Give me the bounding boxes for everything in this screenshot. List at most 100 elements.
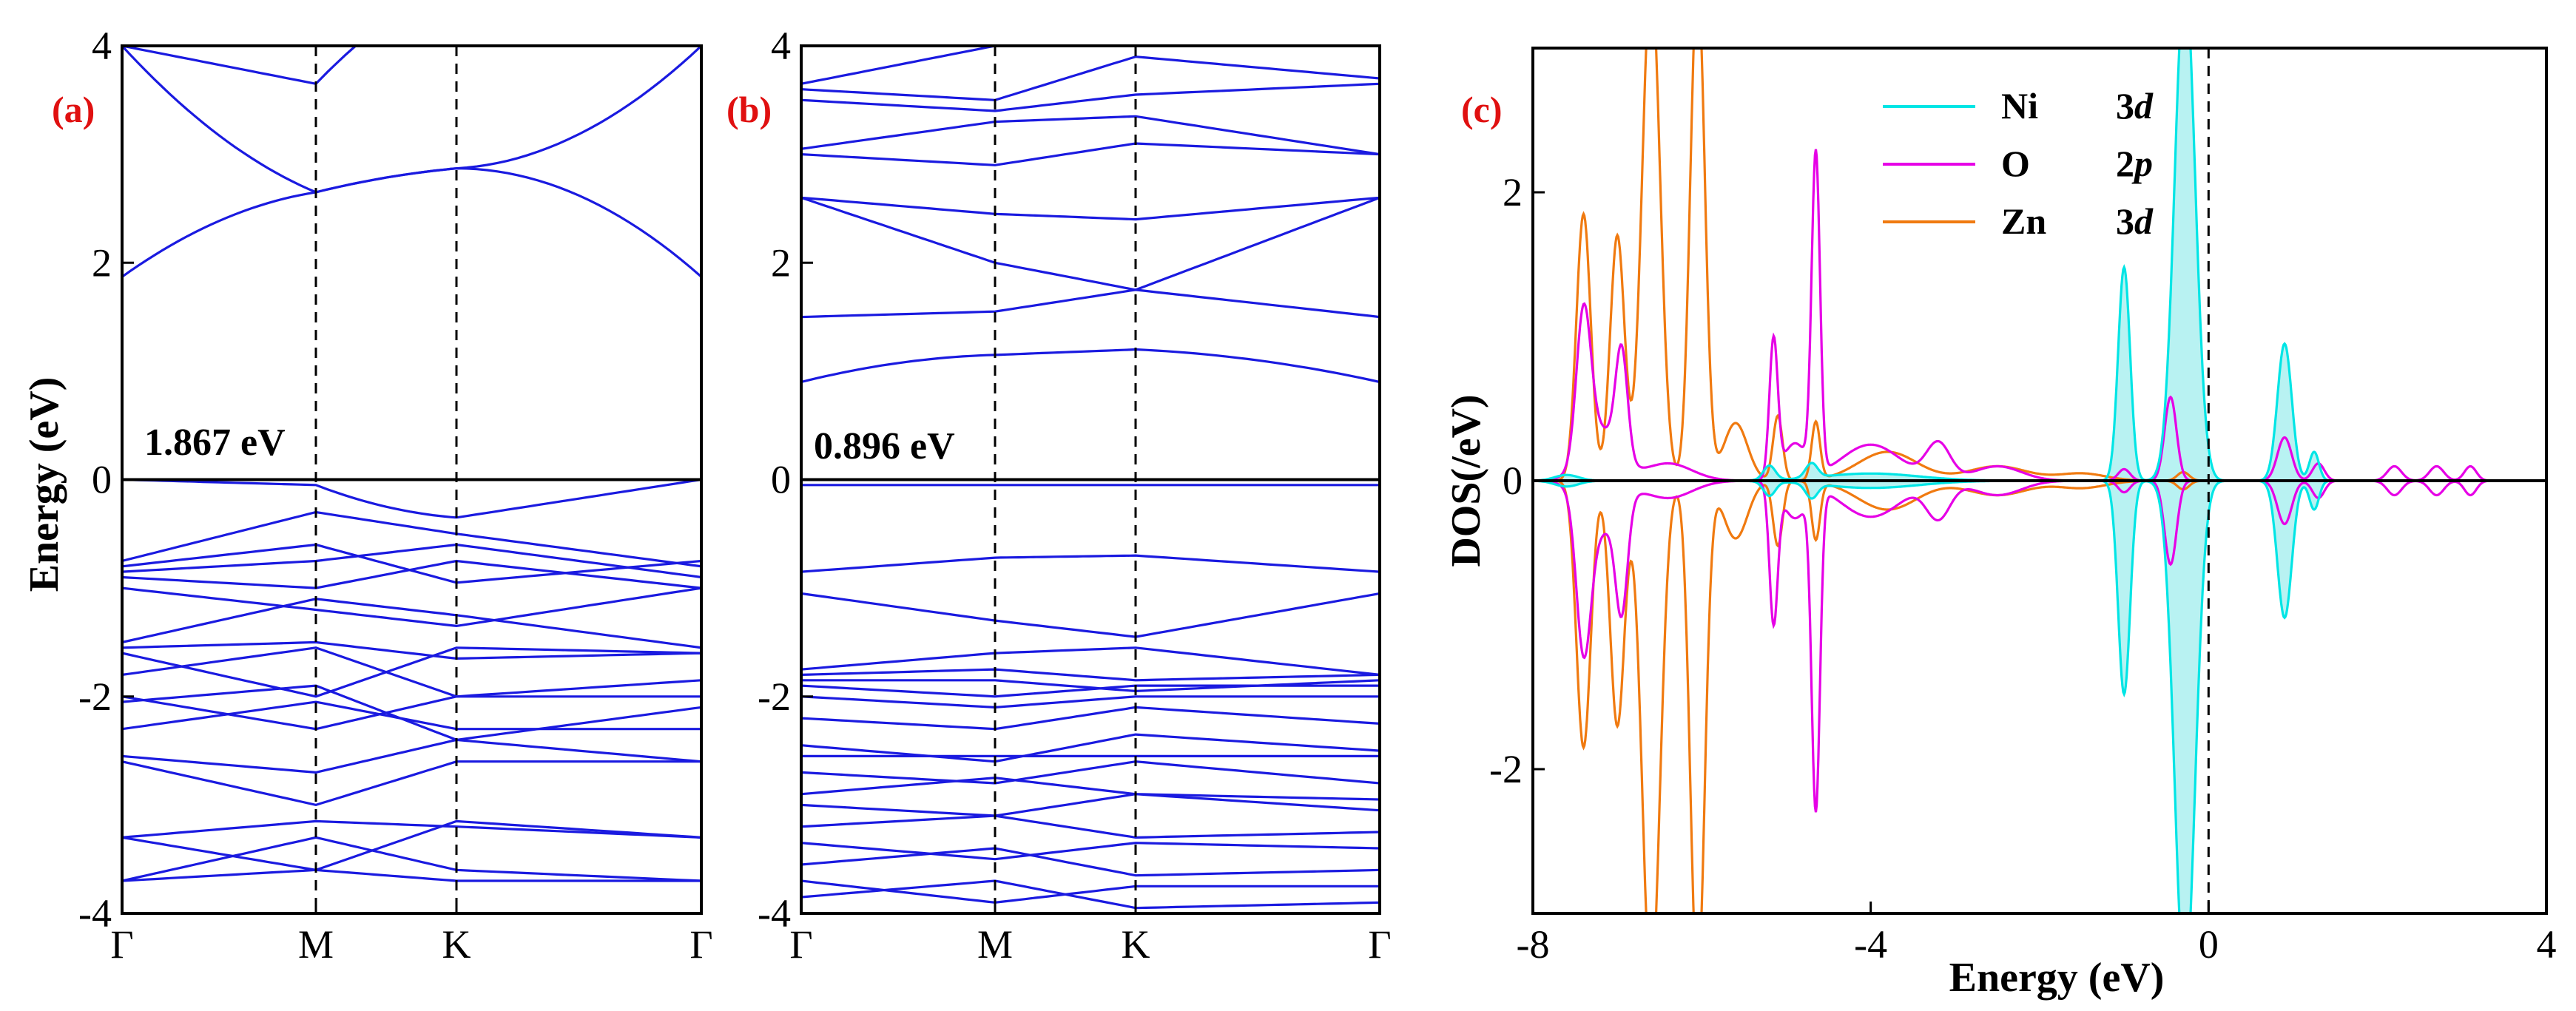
band-line [801, 196, 1380, 221]
panel-c-label: (c) [1461, 89, 1503, 130]
band-line [801, 842, 1380, 861]
panel-c-dos-curves [1533, 48, 2546, 913]
ytick-label: 4 [92, 24, 112, 68]
band-line [122, 478, 701, 519]
panel-b-band-structure: (b) 0.896 eV 4 2 0 -2 -4 Γ M K Γ [726, 24, 1392, 967]
ytick-label: 2 [92, 240, 112, 285]
o-2p-spin-down-curve [1533, 479, 2546, 813]
ytick-label: 0 [92, 458, 112, 502]
panel-a-label: (a) [52, 89, 95, 130]
band-line [801, 115, 1380, 156]
ytick-label: 2 [771, 240, 791, 285]
legend-element: Zn [2001, 200, 2046, 242]
band-line [122, 167, 701, 278]
zn-3d-spin-down-curve [1533, 479, 2546, 913]
band-line [122, 559, 701, 589]
band-line [801, 695, 1380, 709]
band-line [122, 700, 701, 731]
k-point-label: Γ [110, 922, 133, 967]
band-line [122, 695, 701, 731]
ni-3d-fill [1533, 481, 2546, 913]
k-point-label: K [1122, 922, 1150, 967]
band-line [801, 733, 1380, 763]
band-line [801, 592, 1380, 638]
ytick-label: 2 [1503, 170, 1523, 214]
panel-c-dos: (c) DOS(/eV) Energy (eV) 2 0 -2 -8 -4 0 4 Ni 3… [1443, 47, 2557, 1001]
band-line [801, 684, 1380, 698]
panel-c-ytick-labels: 2 0 -2 [1489, 170, 1523, 791]
band-line [122, 510, 701, 568]
ytick-label: -2 [78, 674, 112, 719]
ytick-label: -2 [1489, 747, 1523, 791]
panel-a-ytick-labels: 4 2 0 -2 -4 [78, 24, 112, 936]
band-line [801, 668, 1380, 682]
xtick-label: -4 [1854, 922, 1887, 967]
band-line [122, 598, 701, 649]
panel-b-ytick-labels: 4 2 0 -2 -4 [758, 24, 791, 936]
band-line [122, 819, 701, 839]
band-line [801, 554, 1380, 573]
legend-orbital-letter: d [2134, 200, 2154, 242]
k-point-label: M [977, 922, 1013, 967]
band-line [122, 46, 701, 86]
band-line [122, 760, 701, 807]
k-point-label: M [298, 922, 334, 967]
ytick-label: -4 [78, 891, 112, 936]
ni-3d-spin-down-curve [1533, 479, 2546, 913]
band-line [122, 819, 701, 871]
ytick-label: 0 [1503, 459, 1523, 503]
band-line [801, 814, 1380, 839]
band-line [801, 879, 1380, 910]
band-line [801, 777, 1380, 801]
band-line [122, 646, 701, 698]
panel-b-frame [800, 44, 1381, 915]
ytick-label: 4 [771, 24, 791, 68]
band-line [801, 760, 1380, 785]
k-point-label: Γ [789, 922, 812, 967]
ytick-label: -2 [758, 674, 791, 719]
panel-c-frame [1531, 47, 2548, 915]
panel-c-legend: Ni 3d O 2p Zn 3d [1883, 85, 2154, 242]
legend-orbital-letter: p [2131, 143, 2153, 184]
panel-b-gap-label: 0.896 eV [814, 425, 955, 467]
band-line [801, 196, 1380, 291]
panel-b-label: (b) [726, 89, 772, 130]
k-point-label: Γ [1368, 922, 1391, 967]
band-line [122, 836, 701, 882]
o-2p-spin-up-curve [1533, 149, 2546, 482]
ytick-label: -4 [758, 891, 791, 936]
band-line [801, 646, 1380, 676]
band-line [122, 640, 701, 660]
panel-c-xtick-labels: -8 -4 0 4 [1517, 922, 2557, 967]
band-line [122, 46, 701, 194]
panel-a-bands [122, 46, 701, 913]
panel-a-frame [121, 44, 703, 915]
panel-c-ylabel: DOS(/eV) [1443, 394, 1489, 567]
panel-a-ylabel: Energy (eV) [21, 377, 67, 592]
band-line [122, 543, 701, 584]
legend-element: O [2001, 143, 2030, 184]
k-point-label: Γ [689, 922, 712, 967]
panel-a-gap-label: 1.867 eV [144, 422, 286, 464]
band-line [122, 738, 701, 774]
legend-orbital: 3d [2116, 200, 2154, 242]
ytick-label: 0 [771, 458, 791, 502]
legend-orbital-letter: d [2134, 85, 2154, 126]
panel-a-band-structure: (a) 1.867 eV Energy (eV) 4 2 0 -2 -4 Γ M K Γ [21, 24, 713, 967]
legend-element: Ni [2001, 85, 2038, 126]
band-line [801, 793, 1380, 817]
band-line [122, 684, 701, 742]
band-line [801, 82, 1380, 112]
panel-c-xlabel: Energy (eV) [1949, 955, 2165, 1001]
legend-orbital: 2p [2116, 143, 2153, 184]
band-line [801, 46, 1380, 85]
xtick-label: 4 [2537, 922, 2557, 967]
band-line [122, 868, 701, 882]
legend-orbital: 3d [2116, 85, 2154, 126]
band-line [801, 55, 1380, 101]
band-line [801, 142, 1380, 166]
k-point-label: K [442, 922, 471, 967]
